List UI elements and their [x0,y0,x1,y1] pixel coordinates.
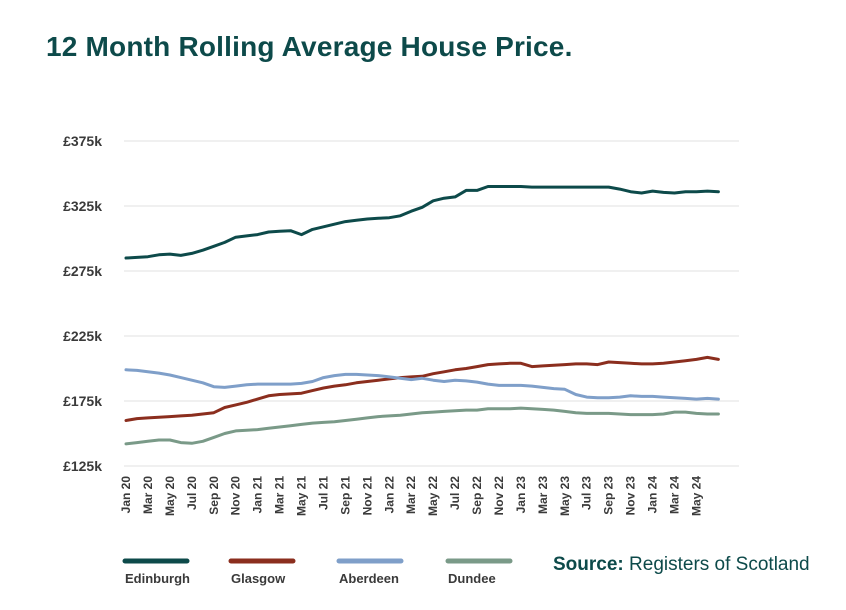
x-tick-label: Jul 21 [316,476,330,510]
x-tick-label: Jan 21 [251,476,265,514]
chart-title: 12 Month Rolling Average House Price. [46,31,573,62]
x-tick-label: Sep 21 [338,476,352,515]
source-label: Source: [553,554,624,575]
x-tick-label: Jul 22 [448,476,462,510]
x-axis: Jan 20 Mar 20 May 20 Jul 20 Sep 20 Nov 20 Jan … [119,476,703,516]
legend: Edinburgh Glasgow Aberdeen Dundee [122,558,513,586]
x-tick-label: Sep 22 [470,476,484,515]
x-tick-label: Mar 20 [141,476,155,514]
legend-label-aberdeen: Aberdeen [339,571,399,586]
series-line-aberdeen [124,368,720,401]
series-line-dundee [124,406,720,446]
series-line-glasgow [124,355,720,422]
source-text: Registers of Scotland [629,554,810,575]
x-tick-label: Nov 20 [229,476,243,516]
y-tick-label: £325k [63,198,102,214]
x-tick-label: Nov 23 [624,476,638,516]
x-tick-label: May 21 [295,476,309,516]
y-tick-label: £225k [63,328,102,344]
legend-label-edinburgh: Edinburgh [125,571,190,586]
x-tick-label: Sep 20 [207,476,221,515]
legend-label-dundee: Dundee [448,571,496,586]
x-tick-label: Nov 21 [360,476,374,516]
x-tick-label: Jan 20 [119,476,133,514]
y-tick-label: £275k [63,263,102,279]
x-tick-label: Nov 22 [492,476,506,516]
x-tick-label: Jul 20 [185,476,199,510]
x-tick-label: Mar 21 [273,476,287,514]
series-lines [124,185,720,446]
x-tick-label: May 23 [558,476,572,516]
y-tick-label: £375k [63,133,102,149]
gridlines [124,140,739,467]
y-axis: £125k £175k £225k £275k £325k £375k [63,133,102,474]
x-tick-label: Mar 24 [668,476,682,514]
x-tick-label: Jan 22 [382,476,396,514]
series-line-edinburgh [124,185,720,260]
legend-label-glasgow: Glasgow [231,571,286,586]
source-note: Source: Registers of Scotland [553,554,810,576]
y-tick-label: £125k [63,458,102,474]
x-tick-label: Jan 23 [514,476,528,514]
x-tick-label: Jan 24 [646,476,660,514]
x-tick-label: Jul 23 [580,476,594,510]
x-tick-label: May 20 [163,476,177,516]
x-tick-label: May 24 [689,476,703,516]
x-tick-label: Mar 23 [536,476,550,514]
x-tick-label: Sep 23 [602,476,616,515]
x-tick-label: Mar 22 [404,476,418,514]
x-tick-label: May 22 [426,476,440,516]
y-tick-label: £175k [63,393,102,409]
